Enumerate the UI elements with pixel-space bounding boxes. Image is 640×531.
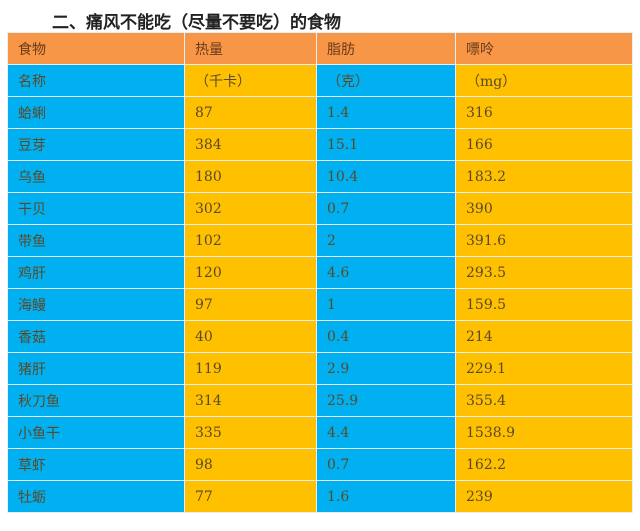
table-row: 带鱼 102 2 391.6 (7, 224, 633, 257)
cell-calories: 98 (184, 448, 317, 481)
table-row: 鸡肝 120 4.6 293.5 (7, 256, 633, 289)
cell-calories: 87 (184, 96, 317, 129)
unit-purine: （mg） (455, 64, 633, 97)
cell-purine: 162.2 (455, 448, 633, 481)
cell-food-name: 乌鱼 (7, 160, 185, 193)
unit-calories: （千卡） (184, 64, 317, 97)
cell-calories: 97 (184, 288, 317, 321)
table-header-row: 食物 热量 脂肪 嘌呤 (7, 32, 633, 65)
table-row: 小鱼干 335 4.4 1538.9 (7, 416, 633, 449)
table-row: 蛤蜊 87 1.4 316 (7, 96, 633, 129)
cell-purine: 355.4 (455, 384, 633, 417)
cell-fat: 15.1 (316, 128, 456, 161)
cell-food-name: 鸡肝 (7, 256, 185, 289)
unit-fat: （克） (316, 64, 456, 97)
cell-food-name: 海鳗 (7, 288, 185, 321)
cell-purine: 316 (455, 96, 633, 129)
cell-calories: 314 (184, 384, 317, 417)
cell-food-name: 秋刀鱼 (7, 384, 185, 417)
cell-fat: 25.9 (316, 384, 456, 417)
cell-fat: 0.7 (316, 192, 456, 225)
cell-fat: 0.7 (316, 448, 456, 481)
cell-food-name: 豆芽 (7, 128, 185, 161)
table-row: 草虾 98 0.7 162.2 (7, 448, 633, 481)
table-row: 秋刀鱼 314 25.9 355.4 (7, 384, 633, 417)
cell-calories: 335 (184, 416, 317, 449)
table-row: 干贝 302 0.7 390 (7, 192, 633, 225)
cell-fat: 1 (316, 288, 456, 321)
header-food: 食物 (7, 32, 185, 65)
cell-purine: 166 (455, 128, 633, 161)
cell-purine: 183.2 (455, 160, 633, 193)
cell-food-name: 猪肝 (7, 352, 185, 385)
header-purine: 嘌呤 (455, 32, 633, 65)
cell-fat: 1.6 (316, 480, 456, 513)
unit-name: 名称 (7, 64, 185, 97)
cell-fat: 10.4 (316, 160, 456, 193)
cell-purine: 1538.9 (455, 416, 633, 449)
cell-food-name: 草虾 (7, 448, 185, 481)
table-row: 香菇 40 0.4 214 (7, 320, 633, 353)
purine-food-table: 食物 热量 脂肪 嘌呤 名称 （千卡） （克） （mg） 蛤蜊 87 1.4 316 豆… (7, 32, 633, 513)
table-row: 乌鱼 180 10.4 183.2 (7, 160, 633, 193)
cell-fat: 4.4 (316, 416, 456, 449)
cell-calories: 384 (184, 128, 317, 161)
cell-purine: 293.5 (455, 256, 633, 289)
cell-purine: 391.6 (455, 224, 633, 257)
cell-calories: 77 (184, 480, 317, 513)
cell-fat: 2 (316, 224, 456, 257)
cell-purine: 229.1 (455, 352, 633, 385)
cell-fat: 1.4 (316, 96, 456, 129)
cell-food-name: 蛤蜊 (7, 96, 185, 129)
page-title: 二、痛风不能吃（尽量不要吃）的食物 (52, 13, 341, 33)
cell-fat: 4.6 (316, 256, 456, 289)
table-row: 豆芽 384 15.1 166 (7, 128, 633, 161)
cell-food-name: 牡蛎 (7, 480, 185, 513)
header-calories: 热量 (184, 32, 317, 65)
cell-calories: 120 (184, 256, 317, 289)
cell-purine: 214 (455, 320, 633, 353)
table-row: 海鳗 97 1 159.5 (7, 288, 633, 321)
cell-calories: 40 (184, 320, 317, 353)
table-row: 牡蛎 77 1.6 239 (7, 480, 633, 513)
table-row: 猪肝 119 2.9 229.1 (7, 352, 633, 385)
cell-calories: 102 (184, 224, 317, 257)
header-fat: 脂肪 (316, 32, 456, 65)
cell-food-name: 小鱼干 (7, 416, 185, 449)
cell-fat: 0.4 (316, 320, 456, 353)
cell-fat: 2.9 (316, 352, 456, 385)
cell-calories: 180 (184, 160, 317, 193)
cell-food-name: 带鱼 (7, 224, 185, 257)
cell-food-name: 香菇 (7, 320, 185, 353)
cell-food-name: 干贝 (7, 192, 185, 225)
cell-purine: 390 (455, 192, 633, 225)
units-row: 名称 （千卡） （克） （mg） (7, 64, 633, 97)
cell-calories: 119 (184, 352, 317, 385)
cell-purine: 239 (455, 480, 633, 513)
cell-calories: 302 (184, 192, 317, 225)
cell-purine: 159.5 (455, 288, 633, 321)
